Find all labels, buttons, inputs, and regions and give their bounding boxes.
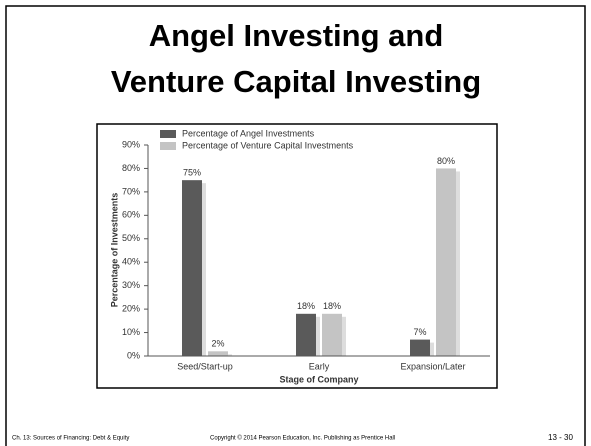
y-tick-label: 80%	[122, 163, 140, 173]
footer-page: 13 - 30	[548, 433, 573, 442]
y-tick-label: 90%	[122, 139, 140, 149]
value-label: 2%	[211, 339, 224, 349]
slide-border	[5, 5, 586, 446]
y-tick-label: 30%	[122, 280, 140, 290]
legend-swatch	[160, 142, 176, 150]
title-line: Angel Investing and	[149, 18, 444, 53]
legend-swatch	[160, 130, 176, 138]
bar	[208, 351, 228, 356]
legend-label: Percentage of Venture Capital Investment…	[182, 140, 354, 150]
bar	[296, 313, 316, 356]
bar	[436, 168, 456, 356]
bar	[410, 339, 430, 356]
y-tick-label: 10%	[122, 327, 140, 337]
y-tick-label: 20%	[122, 303, 140, 313]
footer-chapter: Ch. 13: Sources of Financing: Debt & Equ…	[12, 436, 129, 442]
y-tick-label: 70%	[122, 186, 140, 196]
x-tick-label: Early	[309, 361, 330, 371]
bar	[322, 313, 342, 356]
footer-copyright: Copyright © 2014 Pearson Education, Inc.…	[210, 435, 395, 442]
value-label: 7%	[413, 327, 426, 337]
legend-label: Percentage of Angel Investments	[182, 128, 315, 138]
value-label: 18%	[323, 301, 341, 311]
y-tick-label: 40%	[122, 257, 140, 267]
bar	[182, 180, 202, 356]
x-tick-label: Expansion/Later	[400, 361, 465, 371]
x-tick-label: Seed/Start-up	[177, 361, 233, 371]
title-line: Venture Capital Investing	[111, 64, 481, 99]
value-label: 80%	[437, 156, 455, 166]
x-axis-label: Stage of Company	[279, 374, 358, 384]
y-axis-label: Percentage of Investments	[109, 193, 119, 308]
value-label: 75%	[183, 168, 201, 178]
value-label: 18%	[297, 301, 315, 311]
y-tick-label: 60%	[122, 210, 140, 220]
y-tick-label: 0%	[127, 350, 140, 360]
y-tick-label: 50%	[122, 233, 140, 243]
